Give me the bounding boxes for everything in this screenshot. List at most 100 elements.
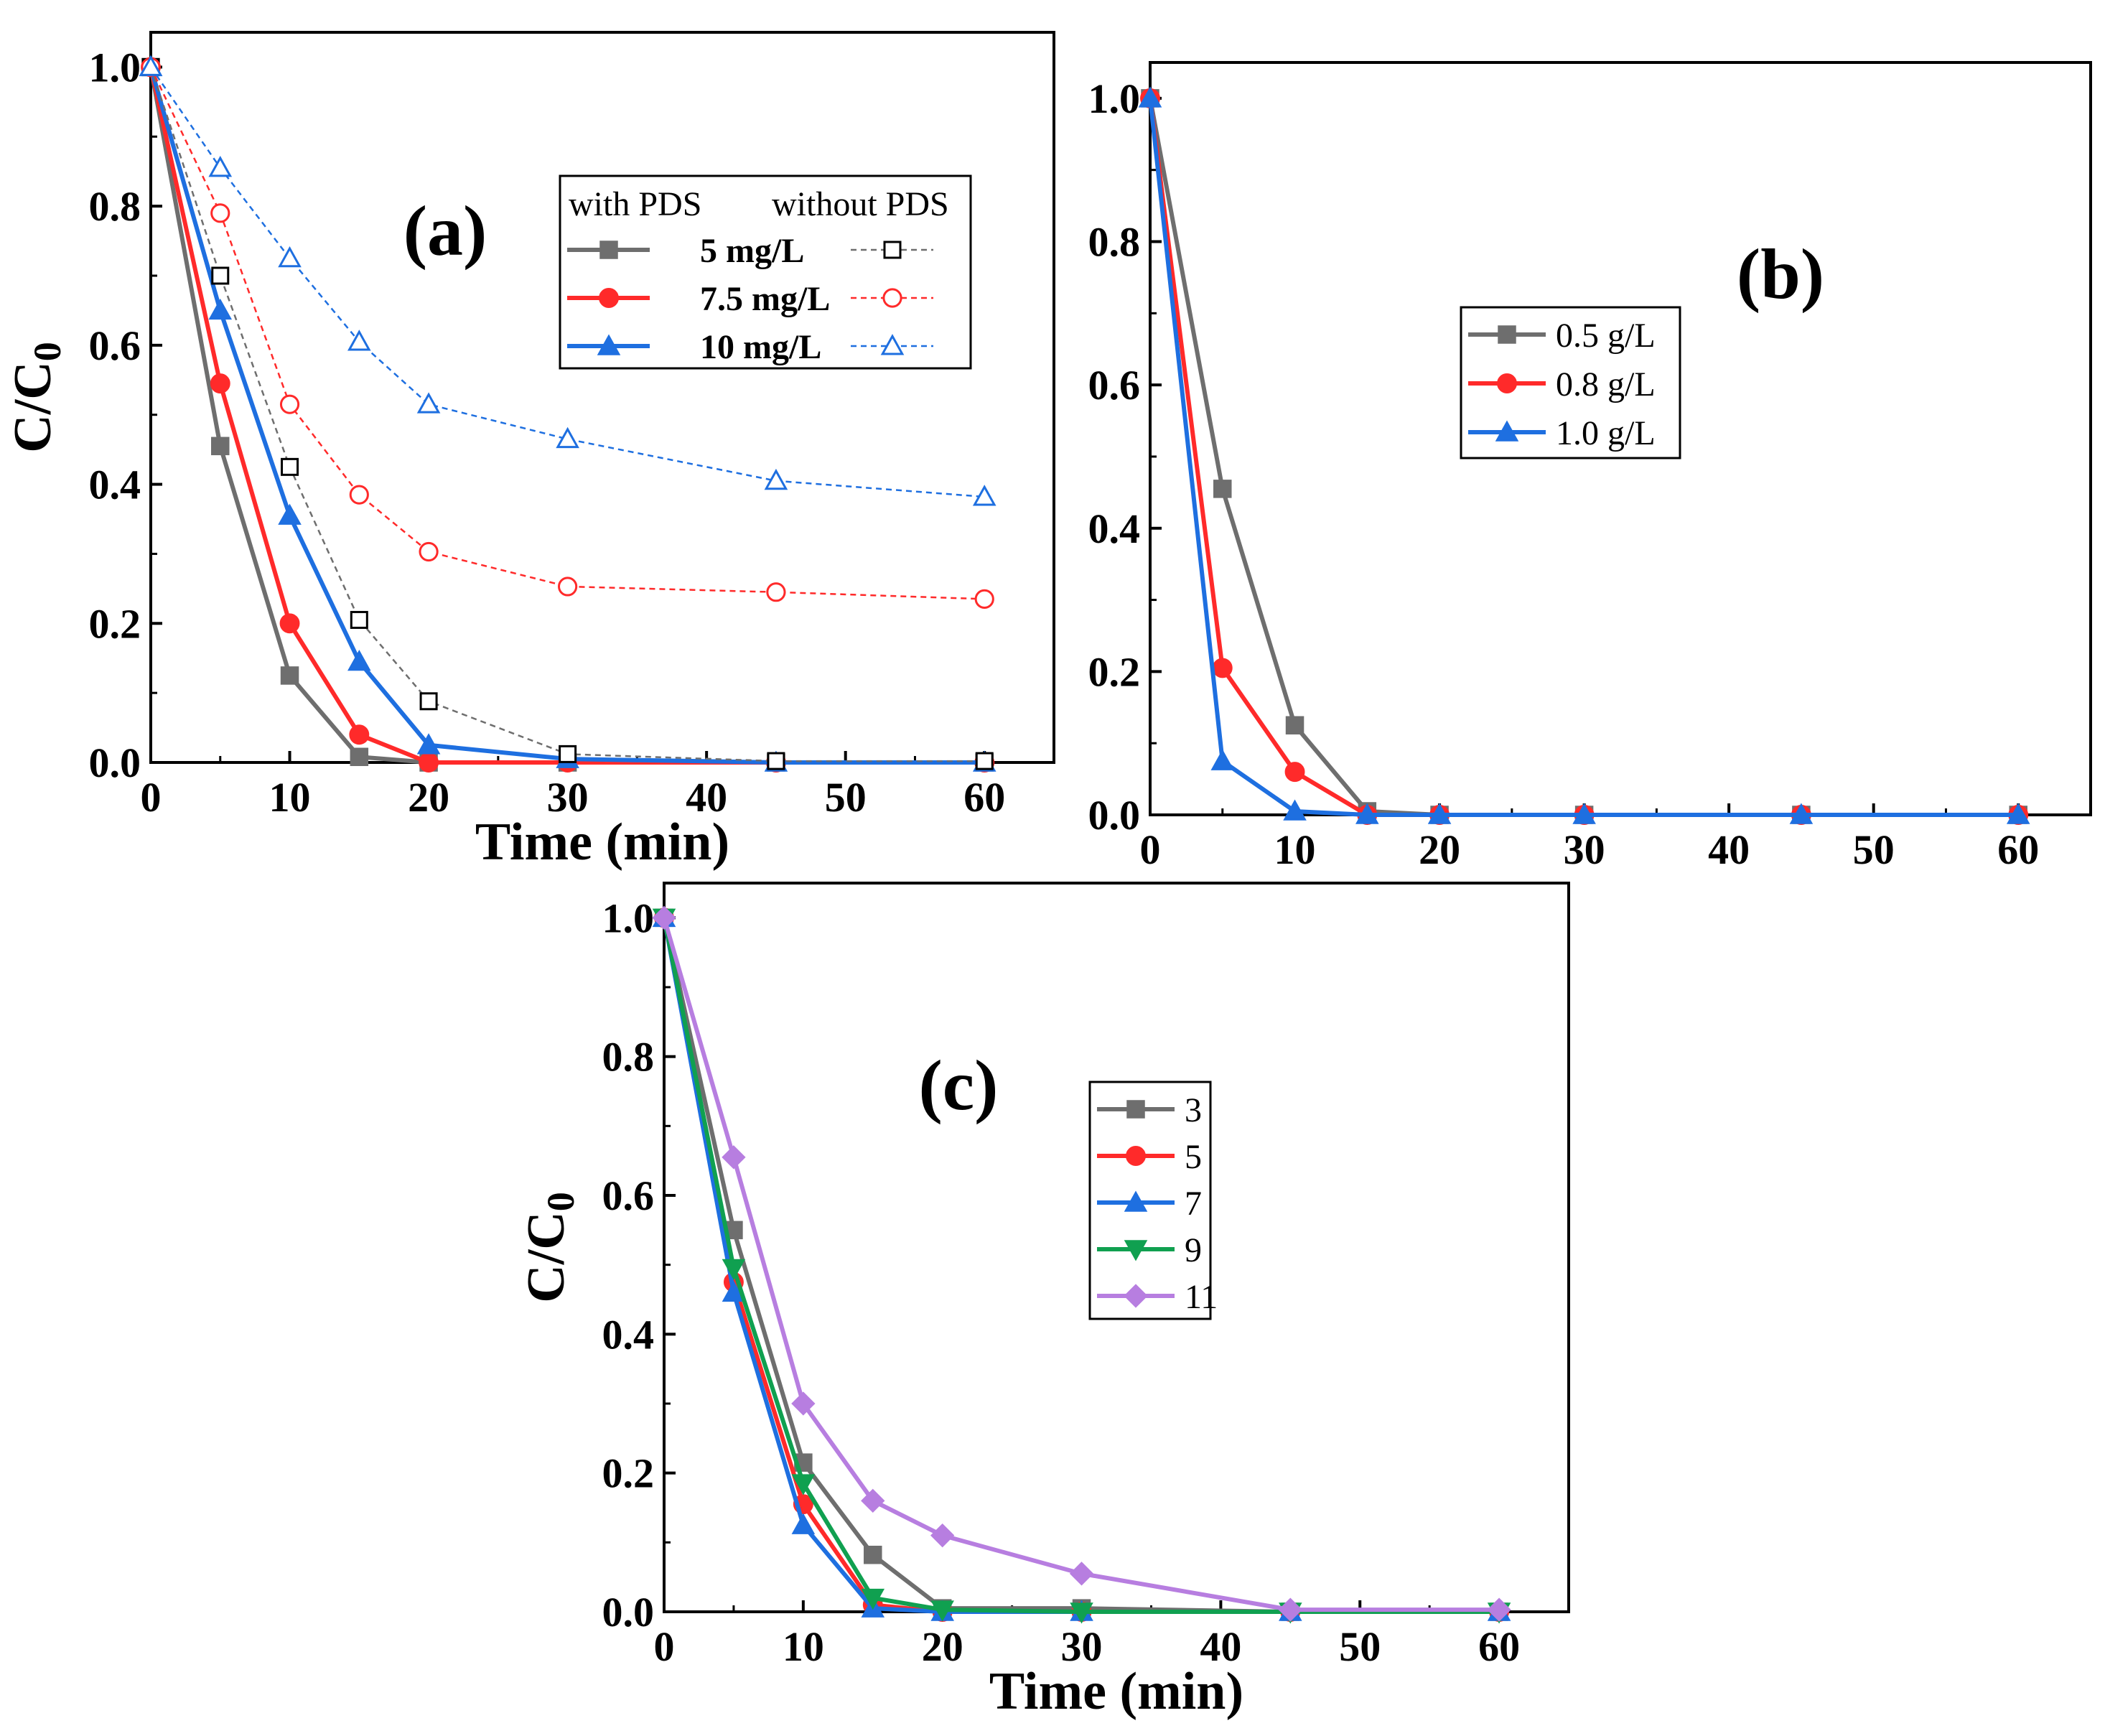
series-7-5-mg-l-without-pds xyxy=(141,57,994,609)
data-point xyxy=(350,610,368,629)
y-tick-label: 0.4 xyxy=(602,1311,655,1358)
series-5-mg-l-without-pds xyxy=(141,57,994,770)
x-tick-label: 40 xyxy=(1708,826,1750,873)
y-axis-label: C/C0 xyxy=(517,1192,582,1302)
legend-label: 11 xyxy=(1185,1278,1218,1316)
data-point xyxy=(1138,86,1162,108)
x-tick-label: 30 xyxy=(1564,826,1605,873)
legend: 0.5 g/L 0.8 g/L 1.0 g/L xyxy=(1460,306,1681,459)
x-tick-label: 60 xyxy=(963,774,1005,821)
data-point xyxy=(416,733,441,755)
series-3 xyxy=(655,908,1508,1621)
chart-panel-0: 0 10 20 30 40 50 60 0.0 0.2 0.4 0.6 0.8 1.0 Time (min… xyxy=(4,31,1055,872)
y-tick-label: 0.4 xyxy=(89,462,141,508)
data-point xyxy=(558,577,578,597)
data-point xyxy=(1212,658,1233,678)
data-point xyxy=(419,541,439,562)
data-point xyxy=(930,1523,955,1548)
legend-header-without: without PDS xyxy=(772,185,949,223)
data-point xyxy=(280,666,299,685)
chart-panel-1: 0 10 20 30 40 50 60 0.0 0.2 0.4 0.6 0.8 1.0 (b) 0.5 g/… xyxy=(1088,61,2092,873)
data-point xyxy=(766,582,786,602)
legend-label: 5 xyxy=(1185,1138,1202,1176)
data-point xyxy=(764,468,788,490)
y-tick-label: 0.2 xyxy=(89,600,141,647)
data-point xyxy=(279,394,300,414)
data-point xyxy=(419,692,438,711)
legend-label: 0.8 g/L xyxy=(1556,365,1656,403)
data-point xyxy=(791,1513,816,1534)
y-tick-label: 1.0 xyxy=(602,895,655,941)
legend-label: 7 xyxy=(1185,1185,1202,1223)
legend-marker xyxy=(1126,1100,1145,1119)
legend-label: 1.0 g/L xyxy=(1556,414,1656,452)
y-tick-label: 0.4 xyxy=(1088,505,1141,552)
x-tick-label: 0 xyxy=(141,774,162,821)
legend-label: 3 xyxy=(1185,1091,1202,1129)
data-point xyxy=(791,1391,816,1416)
y-tick-label: 0.2 xyxy=(1088,648,1141,695)
series-5-mg-l xyxy=(141,57,994,772)
panel-label: (a) xyxy=(403,191,487,271)
series-line xyxy=(149,67,985,762)
y-tick-label: 0.6 xyxy=(602,1172,655,1219)
series-11 xyxy=(652,905,1511,1622)
x-tick-label: 10 xyxy=(1274,826,1316,873)
data-point xyxy=(930,1600,954,1622)
legend-label: 9 xyxy=(1185,1231,1202,1269)
data-point xyxy=(864,1545,882,1564)
data-point xyxy=(1572,803,1596,824)
y-axis-label-subscript: 0 xyxy=(26,342,69,361)
data-point xyxy=(419,752,439,773)
x-tick-label: 20 xyxy=(1419,826,1460,873)
y-tick-label: 0.8 xyxy=(89,183,141,230)
data-point xyxy=(281,457,299,476)
series-line xyxy=(662,917,1500,1614)
data-point xyxy=(350,747,369,767)
legend-marker xyxy=(599,288,619,308)
data-point xyxy=(1069,1562,1094,1586)
y-tick-label: 0.8 xyxy=(1088,219,1141,266)
data-point xyxy=(722,1145,746,1170)
data-point xyxy=(972,485,997,506)
y-tick-label: 0.8 xyxy=(602,1034,655,1081)
data-point xyxy=(278,246,302,268)
data-point xyxy=(347,330,371,351)
legend-label: 5 mg/L xyxy=(700,232,804,270)
x-tick-label: 30 xyxy=(547,774,589,821)
data-point xyxy=(722,1259,746,1281)
data-point xyxy=(211,266,230,285)
data-point xyxy=(349,724,370,745)
data-point xyxy=(974,589,994,609)
y-tick-label: 0.0 xyxy=(1088,792,1141,839)
data-point xyxy=(1278,1597,1302,1622)
data-point xyxy=(1789,803,1814,824)
x-tick-label: 50 xyxy=(1853,826,1895,873)
series-1-0-g-l xyxy=(1138,86,2030,824)
series-5 xyxy=(654,907,1510,1622)
x-tick-label: 30 xyxy=(1061,1623,1103,1670)
series-10-mg-l-without-pds xyxy=(139,55,997,506)
panel-label: (b) xyxy=(1737,234,1824,314)
data-point xyxy=(1210,749,1235,770)
legend-marker xyxy=(1124,1284,1148,1308)
data-point xyxy=(861,1588,885,1610)
series-line xyxy=(662,917,1500,1614)
data-point xyxy=(349,485,369,505)
y-axis-label-main: C/C xyxy=(4,361,62,452)
series-line xyxy=(662,917,1500,1613)
data-point xyxy=(559,745,577,763)
data-point xyxy=(556,426,579,449)
x-tick-label: 50 xyxy=(825,774,867,821)
data-point xyxy=(208,156,233,177)
data-point xyxy=(1487,1597,1511,1622)
data-point xyxy=(1427,803,1452,824)
y-tick-label: 1.0 xyxy=(1088,75,1141,122)
data-point xyxy=(1355,803,1379,824)
x-axis-label: Time (min) xyxy=(989,1662,1243,1721)
x-tick-label: 10 xyxy=(783,1623,824,1670)
x-tick-label: 0 xyxy=(654,1623,675,1670)
data-point xyxy=(1213,480,1232,498)
legend: 3 5 7 9 11 xyxy=(1088,1081,1218,1320)
